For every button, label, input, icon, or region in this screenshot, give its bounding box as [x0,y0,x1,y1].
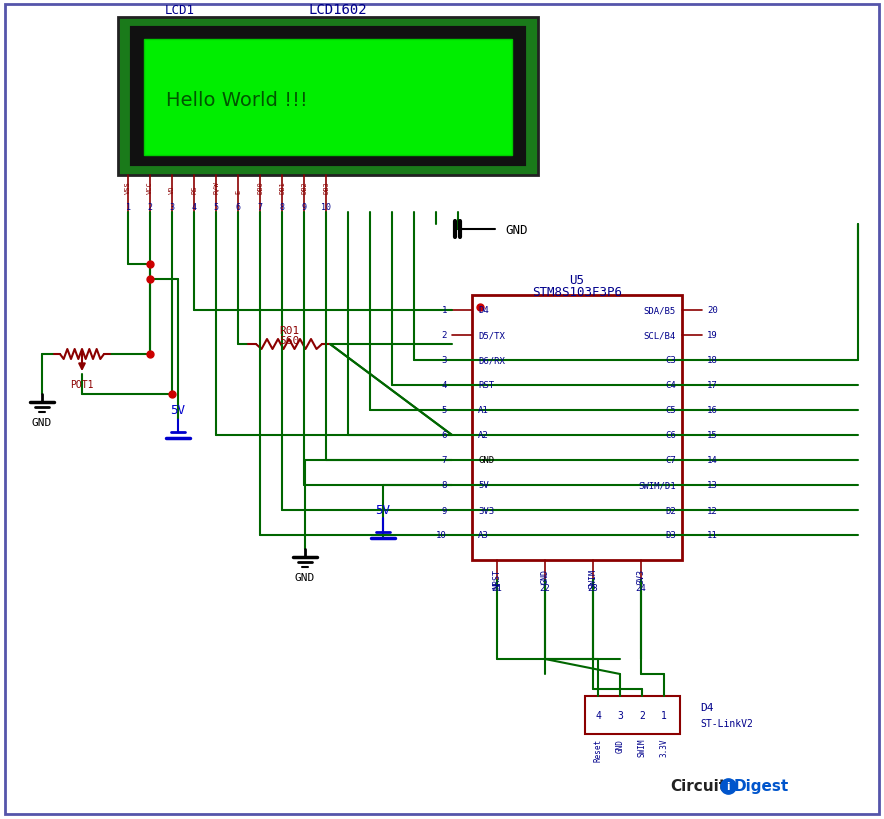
Text: C6: C6 [666,431,676,440]
Text: 7: 7 [257,203,263,212]
Text: 3: 3 [442,356,447,365]
Text: 7: 7 [442,456,447,465]
Text: D3: D3 [666,531,676,540]
Text: 20: 20 [707,306,718,315]
Text: 2: 2 [442,331,447,340]
Text: C5: C5 [666,406,676,415]
Text: 15: 15 [707,431,718,440]
Text: LCD1602: LCD1602 [309,3,368,17]
Text: 10: 10 [436,531,447,540]
Text: GND: GND [295,572,315,582]
Text: E: E [235,189,241,194]
Text: 3V3: 3V3 [636,568,645,583]
Text: VSS: VSS [125,181,131,194]
Text: 8: 8 [442,481,447,490]
Text: C7: C7 [666,456,676,465]
Text: ST-LinkV2: ST-LinkV2 [700,718,753,728]
Text: DB1: DB1 [279,181,285,194]
Text: 1: 1 [442,306,447,315]
Text: 4: 4 [442,381,447,390]
Text: 24: 24 [636,584,646,593]
Text: 10: 10 [321,203,331,212]
Text: 6: 6 [235,203,240,212]
Text: 3: 3 [617,710,623,720]
Text: 16: 16 [707,406,718,415]
Text: 1: 1 [661,710,667,720]
Text: RST: RST [478,381,494,390]
Bar [118,18,538,176]
Text: DB0: DB0 [257,181,263,194]
Text: GND: GND [32,418,52,428]
Text: 19: 19 [707,331,718,340]
Text: 5V: 5V [376,504,391,517]
Text: RS: RS [191,185,197,194]
Text: 560: 560 [278,336,299,346]
Text: 11: 11 [707,531,718,540]
Text: 9: 9 [442,506,447,515]
Text: SCL/B4: SCL/B4 [644,331,676,340]
Text: 3.3V: 3.3V [659,738,668,757]
Text: 4: 4 [192,203,196,212]
Text: 3: 3 [170,203,174,212]
Bar [585,696,680,734]
Text: D4: D4 [478,306,489,315]
Text: 4: 4 [595,710,601,720]
Text: D4: D4 [700,702,713,713]
Text: U5: U5 [569,274,584,287]
Bar [144,40,512,156]
Text: A1: A1 [478,406,489,415]
Text: 2: 2 [148,203,153,212]
Text: DB2: DB2 [301,181,307,194]
Text: Circuit: Circuit [670,779,726,794]
Text: 18: 18 [707,356,718,365]
Text: R/W: R/W [213,181,219,194]
Text: STM8S103F3P6: STM8S103F3P6 [532,285,622,298]
Text: 2: 2 [639,710,645,720]
Text: GND: GND [615,738,624,752]
Text: Reset: Reset [593,738,603,761]
Text: 5V: 5V [171,404,186,417]
Text: SDA/B5: SDA/B5 [644,306,676,315]
Text: DB3: DB3 [323,181,329,194]
Text: SWIM/D1: SWIM/D1 [638,481,676,490]
Text: NRST: NRST [492,568,501,588]
Text: 3V3: 3V3 [478,506,494,515]
Text: VO: VO [169,185,175,194]
Text: i: i [727,781,730,791]
Text: SWIM: SWIM [637,738,646,757]
Text: 23: 23 [588,584,598,593]
Text: GND: GND [505,224,528,236]
Text: 21: 21 [492,584,502,593]
Bar [132,29,524,165]
Text: A3: A3 [478,531,489,540]
Text: R01: R01 [278,326,299,336]
Text: 5: 5 [214,203,218,212]
Text: 8: 8 [279,203,285,212]
Text: 6: 6 [442,431,447,440]
Text: D2: D2 [666,506,676,515]
Text: GND: GND [540,568,550,583]
Text: SWIM: SWIM [589,568,598,588]
Text: 9: 9 [301,203,307,212]
Text: D6/RX: D6/RX [478,356,505,365]
Text: D5/TX: D5/TX [478,331,505,340]
Text: LCD1: LCD1 [165,3,195,16]
Text: Hello World !!!: Hello World !!! [166,90,308,110]
Text: A2: A2 [478,431,489,440]
Bar [472,296,682,560]
Text: 1: 1 [126,203,131,212]
Text: POT1: POT1 [70,379,94,390]
Text: 5V: 5V [478,481,489,490]
Text: 17: 17 [707,381,718,390]
Text: 22: 22 [539,584,551,593]
Text: C3: C3 [666,356,676,365]
Text: 14: 14 [707,456,718,465]
Text: 13: 13 [707,481,718,490]
Text: Digest: Digest [734,779,789,794]
Text: VCC: VCC [147,181,153,194]
Text: 5: 5 [442,406,447,415]
Text: GND: GND [478,456,494,465]
Text: 12: 12 [707,506,718,515]
Text: C4: C4 [666,381,676,390]
